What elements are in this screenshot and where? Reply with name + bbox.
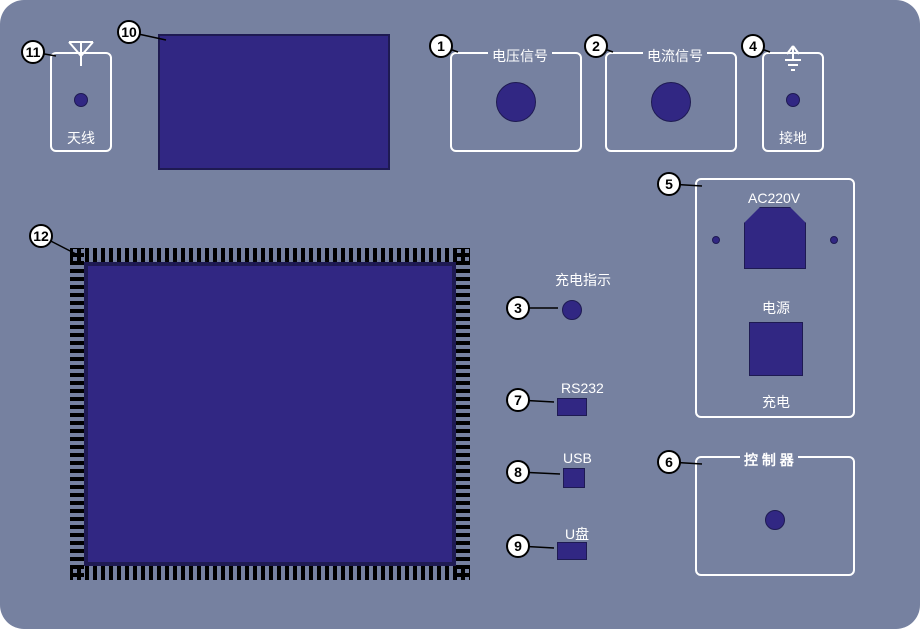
rs232-label: RS232 — [561, 380, 604, 396]
power-dot-1 — [830, 236, 838, 244]
ground-port — [786, 93, 800, 107]
power-label: 电源 — [762, 298, 790, 318]
power-dot-0 — [712, 236, 720, 244]
callout-badge-10: 10 — [117, 20, 141, 44]
ac-label: AC220V — [748, 190, 800, 206]
current-port — [651, 82, 691, 122]
callout-badge-9: 9 — [506, 534, 530, 558]
screen-hatch-right — [456, 248, 470, 580]
callout-badge-1: 1 — [429, 34, 453, 58]
power-switch — [749, 322, 803, 376]
antenna-icon — [67, 40, 95, 66]
ground-label: 接地 — [779, 128, 807, 148]
callout-badge-8: 8 — [506, 460, 530, 484]
controller-label: 控 制 器 — [740, 450, 798, 470]
callout-badge-6: 6 — [657, 450, 681, 474]
charge-led-label: 充电指示 — [555, 270, 611, 290]
callout-badge-4: 4 — [741, 34, 765, 58]
callout-badge-11: 11 — [21, 40, 45, 64]
callout-badge-2: 2 — [584, 34, 608, 58]
voltage-port — [496, 82, 536, 122]
current-label: 电流信号 — [643, 46, 707, 66]
callout-badge-3: 3 — [506, 296, 530, 320]
usb-port — [563, 468, 585, 488]
charge-label: 充电 — [762, 392, 790, 412]
callout-badge-7: 7 — [506, 388, 530, 412]
upper-screen — [158, 34, 390, 170]
udisk-port — [557, 542, 587, 560]
antenna-port — [74, 93, 88, 107]
callout-badge-5: 5 — [657, 172, 681, 196]
controller-port — [765, 510, 785, 530]
voltage-label: 电压信号 — [488, 46, 552, 66]
screen-hatch-bottom — [70, 566, 470, 580]
main-screen — [84, 262, 456, 566]
screen-hatch-top — [70, 248, 470, 262]
ground-icon — [783, 46, 803, 72]
power-socket — [744, 207, 806, 269]
callout-badge-12: 12 — [29, 224, 53, 248]
udisk-label: U盘 — [565, 524, 589, 544]
rs232-port — [557, 398, 587, 416]
diagram-stage: 电压信号 电流信号接地 天线 AC220V 电源充电控 制 器 充电指示 RS232 USB U… — [0, 0, 920, 629]
antenna-label: 天线 — [67, 128, 95, 148]
usb-label: USB — [563, 450, 592, 466]
charge-led — [562, 300, 582, 320]
screen-hatch-left — [70, 248, 84, 580]
